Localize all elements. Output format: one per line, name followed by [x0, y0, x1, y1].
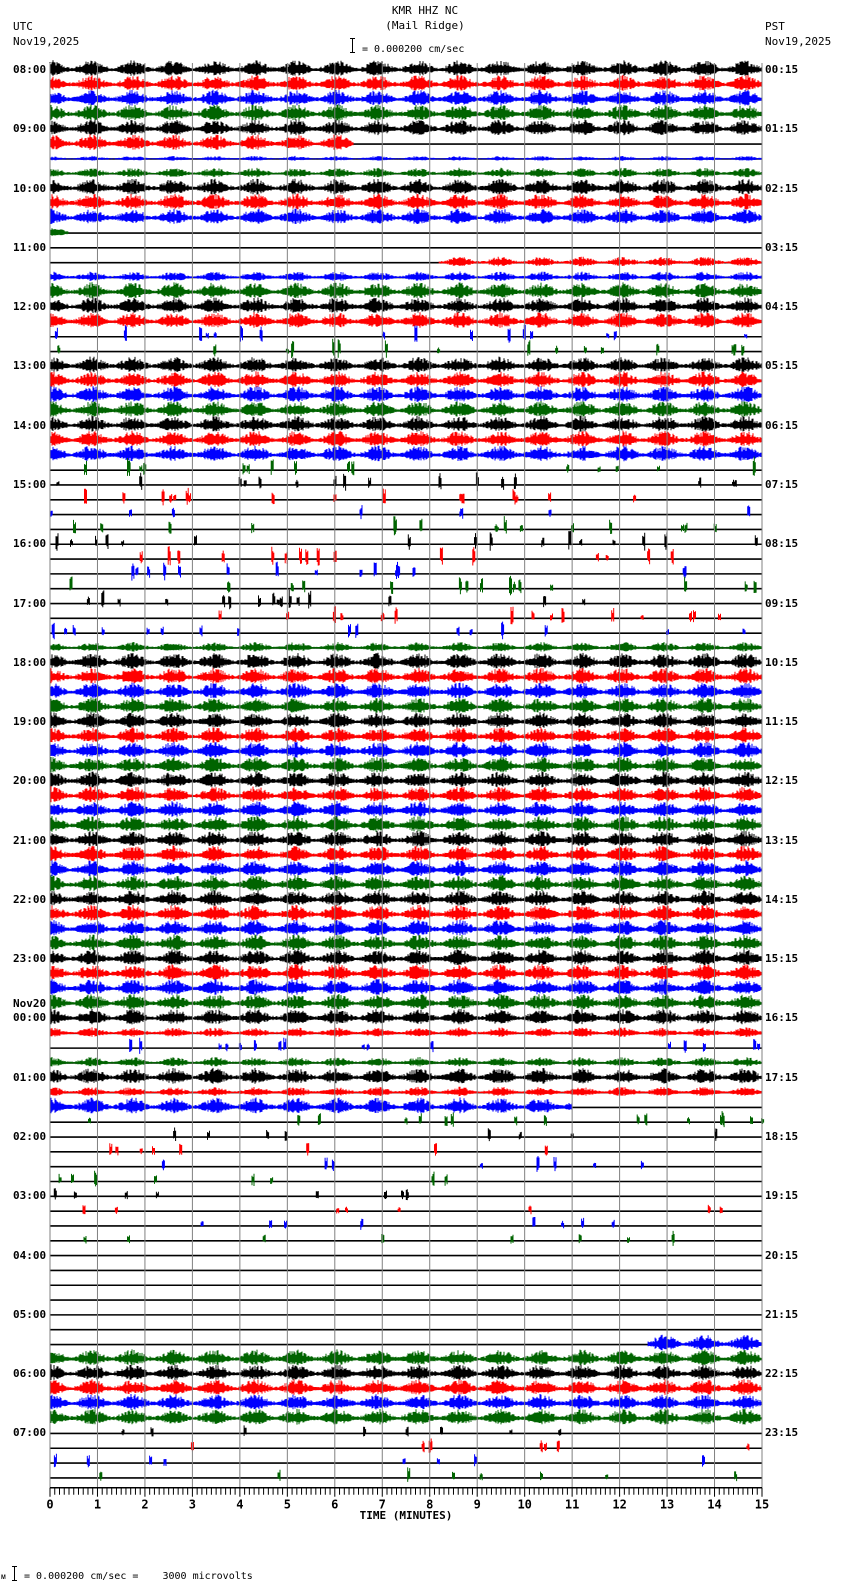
pst-hour-label: 21:15: [765, 1307, 799, 1321]
pst-hour-label: 01:15: [765, 122, 799, 136]
pst-hour-label: 17:15: [765, 1070, 799, 1084]
x-tick-label: 11: [565, 1498, 579, 1512]
scale-text: = 0.000200 cm/sec: [362, 44, 465, 55]
x-tick-label: 5: [284, 1498, 291, 1512]
pst-hour-label: 02:15: [765, 181, 799, 195]
utc-hour-label: 19:00: [13, 715, 47, 729]
x-tick-label: 1: [94, 1498, 101, 1512]
pst-hour-label: 06:15: [765, 418, 799, 432]
scale-bar-icon: [350, 38, 355, 53]
pst-hour-label: 07:15: [765, 477, 799, 491]
utc-hour-label: 07:00: [13, 1426, 47, 1440]
pst-hour-label: 19:15: [765, 1189, 799, 1203]
x-tick-label: 6: [331, 1498, 338, 1512]
station-location: (Mail Ridge): [385, 19, 465, 32]
x-tick-label: 9: [474, 1498, 481, 1512]
pst-hour-label: 15:15: [765, 952, 799, 966]
utc-hour-label: 11:00: [13, 240, 47, 254]
right-timezone: PST: [765, 20, 785, 33]
x-tick-label: 10: [517, 1498, 531, 1512]
utc-hour-label: 05:00: [13, 1307, 47, 1321]
utc-hour-label: 00:00: [13, 1011, 47, 1025]
x-tick-label: 15: [755, 1498, 769, 1512]
pst-hour-label: 10:15: [765, 655, 799, 669]
pst-hour-label: 00:15: [765, 63, 799, 76]
utc-date-label: Nov20: [13, 997, 47, 1011]
utc-hour-label: 15:00: [13, 477, 47, 491]
utc-hour-label: 16:00: [13, 537, 47, 551]
utc-hour-label: 10:00: [13, 181, 47, 195]
utc-hour-label: 01:00: [13, 1070, 47, 1084]
x-axis-title: TIME (MINUTES): [359, 1509, 453, 1522]
pst-hour-label: 14:15: [765, 892, 799, 906]
utc-hour-label: 06:00: [13, 1367, 47, 1381]
utc-hour-label: 18:00: [13, 655, 47, 669]
pst-hour-label: 23:15: [765, 1426, 799, 1440]
utc-hour-label: 04:00: [13, 1248, 47, 1262]
x-tick-label: 0: [46, 1498, 53, 1512]
right-date: Nov19,2025: [765, 35, 832, 48]
x-tick-label: 14: [707, 1498, 721, 1512]
utc-hour-label: 17:00: [13, 596, 47, 610]
utc-hour-label: 14:00: [13, 418, 47, 432]
x-tick-label: 13: [660, 1498, 674, 1512]
utc-hour-label: 21:00: [13, 833, 47, 847]
utc-hour-label: 03:00: [13, 1189, 47, 1203]
station-title: KMR HHZ NC: [391, 4, 459, 17]
pst-hour-label: 12:15: [765, 774, 799, 788]
pst-hour-label: 09:15: [765, 596, 799, 610]
pst-hour-label: 03:15: [765, 240, 799, 254]
x-tick-label: 8: [426, 1498, 433, 1512]
utc-hour-label: 13:00: [13, 359, 47, 373]
footer-scale-bar-icon: [12, 1566, 17, 1581]
utc-hour-label: 12:00: [13, 300, 47, 314]
footer-scale-text: = 0.000200 cm/sec = 3000 microvolts: [24, 1571, 253, 1582]
left-date: Nov19,2025: [13, 35, 80, 48]
left-timezone: UTC: [13, 20, 33, 33]
utc-hour-label: 09:00: [13, 122, 47, 136]
pst-hour-label: 11:15: [765, 715, 799, 729]
pst-hour-label: 04:15: [765, 300, 799, 314]
pst-hour-label: 08:15: [765, 537, 799, 551]
pst-hour-label: 13:15: [765, 833, 799, 847]
utc-hour-label: 08:00: [13, 63, 47, 76]
pst-hour-label: 18:15: [765, 1130, 799, 1144]
utc-hour-label: 20:00: [13, 774, 47, 788]
x-tick-label: 12: [612, 1498, 626, 1512]
x-tick-label: 2: [141, 1498, 148, 1512]
x-tick-label: 4: [236, 1498, 243, 1512]
pst-hour-label: 16:15: [765, 1011, 799, 1025]
utc-hour-label: 22:00: [13, 892, 47, 906]
pst-hour-label: 05:15: [765, 359, 799, 373]
pst-hour-label: 20:15: [765, 1248, 799, 1262]
footer-prefix: ᴍ: [1, 1572, 6, 1581]
x-tick-label: 7: [379, 1498, 386, 1512]
pst-hour-label: 22:15: [765, 1367, 799, 1381]
utc-hour-label: 23:00: [13, 952, 47, 966]
utc-hour-label: 02:00: [13, 1130, 47, 1144]
x-tick-label: 3: [189, 1498, 196, 1512]
